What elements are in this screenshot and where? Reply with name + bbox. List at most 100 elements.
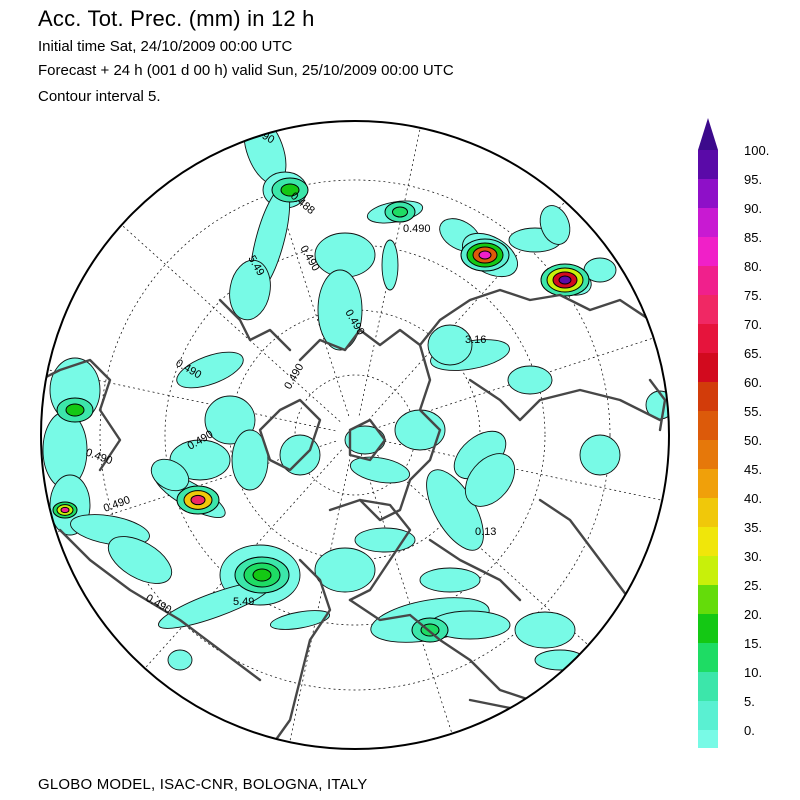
legend-swatch — [698, 672, 718, 701]
coastline — [468, 378, 662, 422]
precip-area — [419, 567, 481, 593]
precip-area — [231, 429, 269, 491]
coastline — [648, 378, 667, 432]
precip-area — [279, 434, 321, 476]
latitude-circle — [99, 179, 611, 691]
legend-swatch — [698, 469, 718, 498]
legend-swatch — [698, 440, 718, 469]
precip-area — [314, 232, 376, 278]
precip-area — [314, 547, 376, 593]
precip-area — [427, 324, 473, 366]
legend-level-label: 45. — [744, 462, 762, 477]
precip-core-contour — [252, 568, 272, 582]
meridian-line — [360, 453, 453, 734]
map-title: Acc. Tot. Prec. (mm) in 12 h — [38, 6, 315, 31]
precip-core-contour — [392, 206, 408, 218]
legend-swatch — [698, 556, 718, 585]
forecast-valid-time: Forecast + 24 h (001 d 00 h) valid Sun, … — [38, 62, 454, 79]
legend-level-label: 30. — [744, 549, 762, 564]
coastline — [348, 598, 532, 702]
precip-area — [514, 611, 576, 649]
legend-swatch — [698, 411, 718, 440]
legend-level-label: 25. — [744, 578, 762, 593]
precip-area — [167, 649, 193, 671]
precip-area — [579, 434, 621, 476]
coastline — [58, 528, 262, 682]
precip-core-contour — [60, 506, 70, 514]
legend-swatch — [698, 179, 718, 208]
legend-level-label: 60. — [744, 375, 762, 390]
meridian-line — [289, 454, 352, 743]
coastline — [258, 398, 322, 472]
contour-label: 0.490 — [102, 494, 132, 515]
color-legend: 100. 95. 90. 85. 80. 75. 70. 65. 60. 55. 50. 45. 40.… — [698, 118, 769, 748]
legend-swatch — [698, 614, 718, 643]
precip-area — [507, 365, 553, 395]
legend-level-label: 0. — [744, 723, 755, 738]
contour-label: 0.490 — [84, 447, 114, 468]
precip-area — [539, 205, 571, 245]
legend-overflow-arrow — [698, 118, 718, 150]
legend-level-label: 55. — [744, 404, 762, 419]
legend-swatch — [698, 585, 718, 614]
legend-level-label: 85. — [744, 230, 762, 245]
contour-label: 5.49 — [233, 596, 254, 608]
precip-area — [176, 351, 244, 389]
coastline — [428, 538, 522, 602]
legend-swatch — [698, 266, 718, 295]
legend-swatch — [698, 150, 718, 179]
precip-area — [150, 458, 190, 492]
legend-level-label: 15. — [744, 636, 762, 651]
legend-level-label: 75. — [744, 288, 762, 303]
precip-core-contour — [280, 183, 300, 197]
legend-swatch — [698, 353, 718, 382]
latitude-circle — [164, 244, 546, 626]
precip-area — [229, 259, 271, 321]
legend-level-label: 65. — [744, 346, 762, 361]
coastline — [328, 498, 412, 602]
legend-swatch — [698, 324, 718, 353]
model-credit: GLOBO MODEL, ISAC-CNR, BOLOGNA, ITALY — [38, 776, 368, 793]
legend-swatch — [698, 237, 718, 266]
contour-label: 3.16 — [465, 334, 486, 346]
legend-swatch — [698, 730, 718, 748]
precip-area — [269, 610, 331, 630]
meridian-line — [121, 224, 341, 422]
contour-label: 0.490 — [144, 592, 174, 616]
coastline — [268, 558, 332, 749]
legend-level-label: 5. — [744, 694, 755, 709]
initial-time: Initial time Sat, 24/10/2009 00:00 UTC — [38, 38, 293, 55]
legend-swatch — [698, 498, 718, 527]
contour-label: 0.490 — [282, 362, 306, 392]
meridian-line — [144, 449, 342, 669]
precip-core-contour — [478, 250, 492, 260]
precip-area — [394, 409, 446, 451]
precip-core-contour — [190, 494, 206, 506]
precip-area — [464, 453, 516, 507]
coastline — [41, 358, 122, 472]
meridian-line — [374, 438, 663, 501]
coastline — [358, 343, 442, 522]
legend-swatch — [698, 295, 718, 324]
map-boundary — [40, 120, 670, 750]
legend-swatch — [698, 643, 718, 672]
precip-area — [204, 395, 256, 445]
legend-level-label: 10. — [744, 665, 762, 680]
legend-level-label: 100. — [744, 143, 769, 158]
legend-level-label: 35. — [744, 520, 762, 535]
coastlines — [41, 288, 667, 749]
precipitation-map: 0.4900.4900.4900.4900.4900.4900.4900.490… — [40, 120, 670, 750]
legend-level-label: 80. — [744, 259, 762, 274]
contour-label: 0.490 — [403, 223, 431, 235]
precip-area — [354, 527, 416, 553]
legend-level-label: 20. — [744, 607, 762, 622]
legend-swatch — [698, 382, 718, 411]
legend-swatch — [698, 208, 718, 237]
precip-area — [349, 456, 411, 484]
coastline — [298, 288, 652, 362]
precip-core-contour — [65, 403, 85, 417]
legend-level-label: 50. — [744, 433, 762, 448]
precip-area — [534, 649, 586, 671]
precip-area — [317, 269, 363, 351]
coastline — [218, 298, 292, 352]
